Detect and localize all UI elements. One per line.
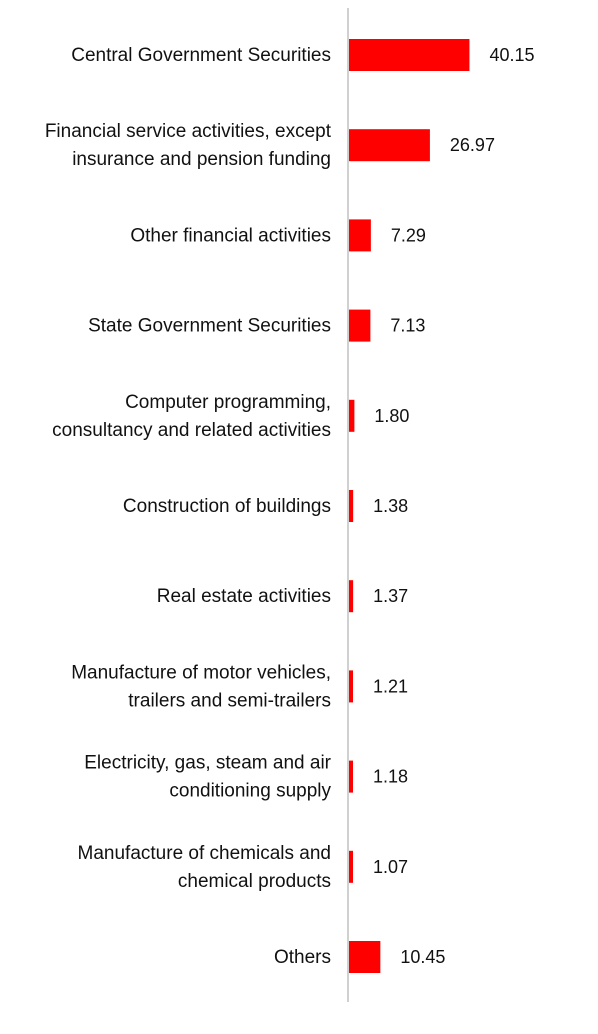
- value-label: 26.97: [450, 135, 495, 155]
- category-label: Manufacture of chemicals and chemical pro…: [78, 843, 331, 892]
- category-label: Construction of buildings: [123, 496, 331, 517]
- category-label: Real estate activities: [157, 586, 331, 607]
- bar: [349, 129, 430, 162]
- bar: [349, 219, 371, 252]
- bar: [349, 309, 371, 342]
- bar: [349, 760, 353, 793]
- category-label: Computer programming, consultancy and rel…: [52, 392, 331, 441]
- bar: [349, 399, 355, 432]
- value-label: 1.80: [374, 406, 409, 426]
- bar: [349, 850, 353, 883]
- value-label: 1.18: [373, 767, 408, 787]
- bar: [349, 941, 381, 973]
- bar: [349, 580, 354, 613]
- category-label: Manufacture of motor vehicles, trailers a…: [71, 662, 331, 711]
- value-label: 1.21: [373, 676, 408, 696]
- category-label: Financial service activities, except insu…: [45, 121, 332, 170]
- category-label: Other financial activities: [130, 225, 331, 246]
- value-label: 7.13: [390, 316, 425, 336]
- value-label: 1.37: [373, 586, 408, 606]
- value-label: 10.45: [400, 947, 445, 967]
- category-label: Electricity, gas, steam and air condition…: [84, 753, 331, 802]
- value-label: 1.38: [373, 496, 408, 516]
- value-label: 40.15: [489, 45, 534, 65]
- category-label: State Government Securities: [88, 316, 331, 337]
- value-label: 1.07: [373, 857, 408, 877]
- category-label: Others: [274, 947, 331, 968]
- bar: [349, 670, 353, 703]
- value-label: 7.29: [391, 225, 426, 245]
- category-label: Central Government Securities: [71, 45, 331, 66]
- bar: [349, 39, 470, 71]
- bar: [349, 490, 354, 522]
